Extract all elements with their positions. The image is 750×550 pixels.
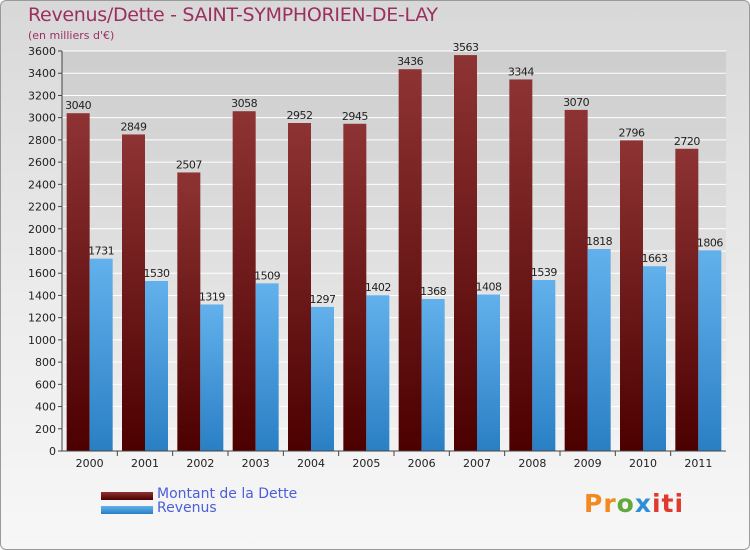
bar-revenus xyxy=(145,281,168,451)
bar-revenus xyxy=(200,304,224,451)
y-tick-label: 1000 xyxy=(28,334,56,347)
bar-dette xyxy=(288,123,311,451)
bar-dette xyxy=(122,134,145,451)
x-tick-label: 2004 xyxy=(297,457,325,470)
data-label: 2796 xyxy=(619,126,645,139)
y-tick-label: 2400 xyxy=(28,178,56,191)
x-tick-label: 2002 xyxy=(186,457,214,470)
data-label: 3070 xyxy=(563,96,589,109)
bar-revenus xyxy=(255,283,279,451)
bar-dette xyxy=(620,140,643,452)
x-tick-label: 2010 xyxy=(629,457,657,470)
bar-revenus xyxy=(89,258,113,451)
data-label: 1731 xyxy=(88,245,114,258)
data-label: 1408 xyxy=(476,281,502,294)
bar-dette xyxy=(509,79,533,451)
data-label: 2952 xyxy=(287,109,313,122)
bar-dette xyxy=(343,123,367,452)
y-tick-label: 2600 xyxy=(28,156,56,169)
x-tick-label: 2000 xyxy=(76,457,104,470)
legend-swatch-dette xyxy=(101,492,153,500)
legend-label-revenus: Revenus xyxy=(157,500,217,516)
bar-revenus xyxy=(421,299,445,451)
y-tick-label: 1600 xyxy=(28,267,56,280)
y-tick-label: 2000 xyxy=(28,223,56,236)
bar-revenus xyxy=(587,249,611,451)
x-tick-label: 2011 xyxy=(684,457,712,470)
bar-revenus xyxy=(477,294,500,451)
bar-dette xyxy=(398,69,422,451)
x-tick-label: 2003 xyxy=(242,457,270,470)
bar-dette xyxy=(454,55,477,451)
x-tick-label: 2007 xyxy=(463,457,491,470)
y-tick-label: 400 xyxy=(35,401,56,414)
legend-swatch-revenus xyxy=(101,506,153,514)
data-label: 3563 xyxy=(453,41,479,54)
bar-dette xyxy=(232,111,256,451)
data-label: 1297 xyxy=(310,293,336,306)
data-label: 1530 xyxy=(144,267,170,280)
bar-revenus xyxy=(366,295,390,451)
bar-revenus xyxy=(532,280,556,451)
y-tick-label: 3000 xyxy=(28,112,56,125)
data-label: 1319 xyxy=(199,290,225,303)
data-label: 2945 xyxy=(342,110,368,123)
legend-label-dette: Montant de la Dette xyxy=(157,486,298,502)
bar-dette xyxy=(66,113,90,451)
x-tick-label: 2005 xyxy=(352,457,380,470)
y-tick-label: 3200 xyxy=(28,89,56,102)
data-label: 3040 xyxy=(65,99,91,112)
x-tick-label: 2008 xyxy=(518,457,546,470)
y-tick-label: 800 xyxy=(35,356,56,369)
data-label: 1368 xyxy=(420,285,446,298)
data-label: 1402 xyxy=(365,281,391,294)
y-tick-label: 0 xyxy=(49,445,56,458)
data-label: 2720 xyxy=(674,135,700,148)
data-label: 1539 xyxy=(531,266,557,279)
y-tick-label: 3600 xyxy=(28,45,56,58)
x-tick-label: 2006 xyxy=(408,457,436,470)
y-tick-label: 200 xyxy=(35,423,56,436)
data-label: 3058 xyxy=(231,97,257,110)
data-label: 3436 xyxy=(397,55,423,68)
bar-revenus xyxy=(698,250,722,451)
bar-revenus xyxy=(643,266,666,451)
chart-title: Revenus/Dette - SAINT-SYMPHORIEN-DE-LAY xyxy=(28,4,438,26)
proxiti-logo: Proxiti xyxy=(584,489,685,518)
y-tick-label: 1400 xyxy=(28,289,56,302)
chart-subtitle: (en milliers d'€) xyxy=(28,29,115,42)
bar-dette xyxy=(564,109,588,451)
x-tick-label: 2009 xyxy=(574,457,602,470)
y-tick-label: 2800 xyxy=(28,134,56,147)
bar-dette xyxy=(177,172,201,451)
data-label: 2507 xyxy=(176,158,202,171)
y-tick-label: 3400 xyxy=(28,67,56,80)
data-label: 1509 xyxy=(254,269,280,282)
bar-dette xyxy=(675,148,699,451)
bar-revenus xyxy=(311,306,334,451)
y-tick-label: 2200 xyxy=(28,201,56,214)
x-tick-label: 2001 xyxy=(131,457,159,470)
y-tick-label: 1200 xyxy=(28,312,56,325)
y-tick-label: 600 xyxy=(35,378,56,391)
data-label: 3344 xyxy=(508,65,534,78)
y-tick-label: 1800 xyxy=(28,245,56,258)
data-label: 1663 xyxy=(642,252,668,265)
data-label: 2849 xyxy=(121,120,147,133)
data-label: 1806 xyxy=(697,236,723,249)
data-label: 1818 xyxy=(586,235,612,248)
